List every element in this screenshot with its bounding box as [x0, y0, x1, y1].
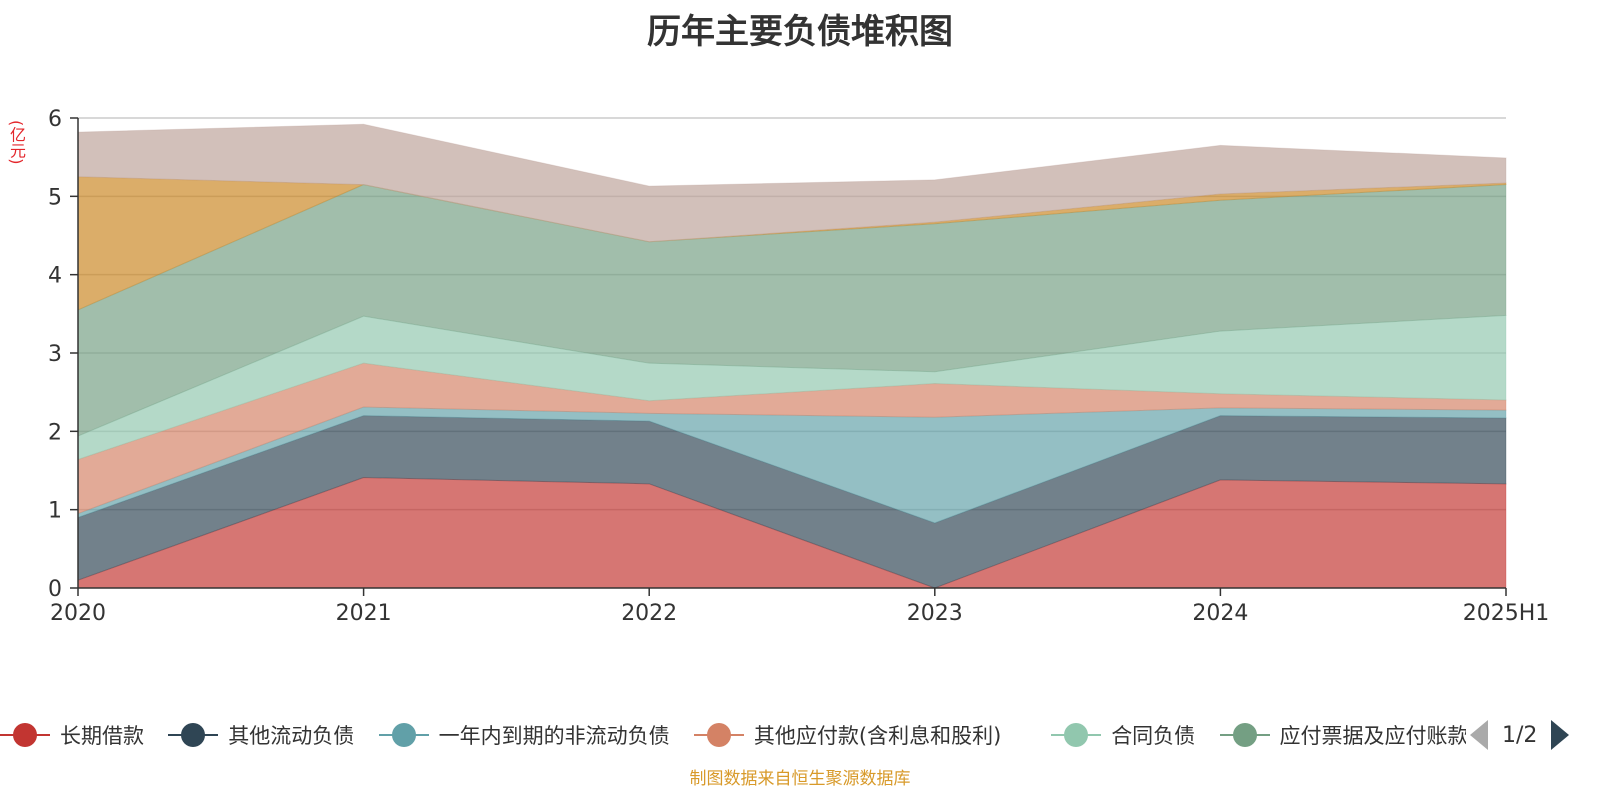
- x-tick-label: 2024: [1192, 601, 1248, 626]
- legend-label: 一年内到期的非流动负债: [438, 724, 670, 748]
- x-tick-label: 2021: [336, 601, 392, 626]
- legend-items: 长期借款 其他流动负债 一年内到期的非流动负债 其他应付款(含利息和股利) 合同负债 应付…: [0, 718, 1466, 752]
- legend-pager: 1/2: [1470, 718, 1570, 752]
- legend-item[interactable]: 其他应付款(含利息和股利): [693, 718, 1002, 752]
- area-series-5: [77, 184, 1507, 437]
- x-tick-label: 2020: [50, 601, 106, 626]
- legend-label: 其他流动负债: [228, 724, 355, 748]
- legend-marker-icon: [693, 721, 744, 749]
- legend-marker-icon: [168, 721, 219, 749]
- y-axis-unit-label: (亿元): [7, 120, 26, 165]
- x-tick-label: 2023: [907, 601, 963, 626]
- legend-item[interactable]: 其他流动负债: [168, 718, 354, 752]
- legend-item[interactable]: 合同负债: [1051, 718, 1195, 752]
- legend-item[interactable]: 一年内到期的非流动负债: [378, 718, 670, 752]
- legend-marker-icon: [0, 721, 50, 749]
- legend-marker-icon: [1051, 721, 1102, 749]
- legend-label: 其他应付款(含利息和股利): [753, 724, 1002, 748]
- area-series-7: [77, 123, 1507, 243]
- y-tick-label: 5: [48, 185, 62, 210]
- area-series-2: [77, 406, 1507, 524]
- y-tick-label: 1: [48, 499, 62, 524]
- legend-label: 合同负债: [1111, 724, 1196, 748]
- legend-marker-icon: [378, 721, 429, 749]
- legend-label: 应付票据及应付账款: [1279, 724, 1467, 748]
- y-tick-label: 0: [48, 577, 62, 602]
- y-tick-label: 6: [48, 107, 62, 132]
- axis-layer: 0 1 2 3 4 5 6 2020 2021 2022 2023 2024 2025H1: [48, 107, 1549, 626]
- legend-item[interactable]: 长期借款: [0, 718, 144, 752]
- legend-page-indicator: 1/2: [1502, 722, 1538, 748]
- x-tick-label: 2025H1: [1463, 601, 1550, 626]
- legend-label: 长期借款: [60, 724, 144, 748]
- legend: 长期借款 其他流动负债 一年内到期的非流动负债 其他应付款(含利息和股利) 合同负债 应付…: [0, 718, 1600, 752]
- y-tick-label: 2: [48, 420, 62, 445]
- legend-prev-page-icon[interactable]: [1470, 720, 1488, 750]
- legend-next-page-icon[interactable]: [1551, 720, 1570, 750]
- area-layer: [77, 123, 1507, 589]
- chart-title: 历年主要负债堆积图: [647, 12, 953, 52]
- y-tick-label: 3: [48, 342, 62, 367]
- legend-marker-icon: [1219, 721, 1270, 749]
- stacked-area-chart: 0 1 2 3 4 5 6 2020 2021 2022 2023 2024 2025H1: [48, 107, 1549, 626]
- x-tick-label: 2022: [621, 601, 677, 626]
- y-tick-label: 4: [48, 264, 62, 289]
- source-note: 制图数据来自恒生聚源数据库: [689, 769, 911, 789]
- legend-item[interactable]: 应付票据及应付账款: [1219, 718, 1467, 752]
